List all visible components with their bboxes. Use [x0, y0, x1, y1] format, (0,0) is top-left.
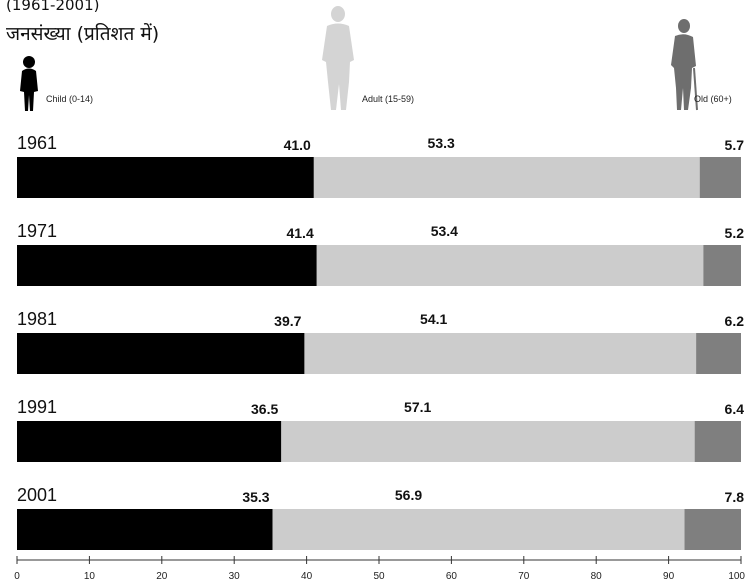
- bar-segment: [304, 333, 697, 374]
- data-label: 7.8: [725, 489, 745, 505]
- x-tick-label: 50: [373, 571, 385, 582]
- chart-subtitle: जनसंख्या (प्रतिशत में): [6, 23, 160, 45]
- x-tick-label: 70: [518, 571, 530, 582]
- bar-segment: [694, 421, 741, 462]
- x-tick-label: 80: [591, 571, 603, 582]
- year-label: 1991: [17, 397, 57, 417]
- data-label: 6.2: [725, 313, 745, 329]
- bar-segment: [17, 421, 282, 462]
- old-person-figure-icon: [671, 19, 698, 111]
- data-label: 6.4: [725, 401, 745, 417]
- x-tick-label: 0: [14, 571, 20, 582]
- bar-segment: [684, 509, 741, 550]
- data-label: 57.1: [404, 399, 431, 415]
- bar-segment: [281, 421, 695, 462]
- bar-segment: [17, 333, 305, 374]
- x-tick-label: 30: [229, 571, 241, 582]
- data-label: 39.7: [274, 313, 301, 329]
- data-label: 5.2: [725, 225, 745, 241]
- year-label: 2001: [17, 485, 57, 505]
- bar-segment: [17, 245, 317, 286]
- data-label: 41.0: [284, 137, 311, 153]
- child-figure-icon: [20, 56, 38, 111]
- legend-label-adult: Adult (15-59): [362, 94, 415, 104]
- legend-label-child: Child (0-14): [46, 94, 94, 104]
- bar-segment: [699, 157, 741, 198]
- year-label: 1971: [17, 221, 57, 241]
- x-tick-label: 100: [728, 571, 745, 582]
- x-tick-label: 90: [663, 571, 675, 582]
- year-label: 1981: [17, 309, 57, 329]
- data-label: 41.4: [286, 225, 313, 241]
- data-label: 5.7: [725, 137, 745, 153]
- bar-segment: [272, 509, 685, 550]
- bar-segment: [313, 157, 700, 198]
- x-tick-label: 20: [156, 571, 168, 582]
- data-label: 53.4: [431, 223, 458, 239]
- x-tick-label: 60: [446, 571, 458, 582]
- bar-segment: [17, 157, 314, 198]
- bar-segment: [703, 245, 741, 286]
- adult-figure-icon: [322, 6, 354, 110]
- data-label: 54.1: [420, 311, 447, 327]
- bar-segment: [696, 333, 741, 374]
- data-label: 56.9: [395, 487, 422, 503]
- x-tick-label: 40: [301, 571, 313, 582]
- year-label: 1961: [17, 133, 57, 153]
- legend-label-old: Old (60+): [694, 94, 732, 104]
- data-label: 35.3: [242, 489, 269, 505]
- bar-segment: [316, 245, 704, 286]
- bar-segment: [17, 509, 273, 550]
- x-tick-label: 10: [84, 571, 96, 582]
- data-label: 36.5: [251, 401, 278, 417]
- chart-period: (1961-2001): [6, 0, 100, 14]
- data-label: 53.3: [428, 135, 455, 151]
